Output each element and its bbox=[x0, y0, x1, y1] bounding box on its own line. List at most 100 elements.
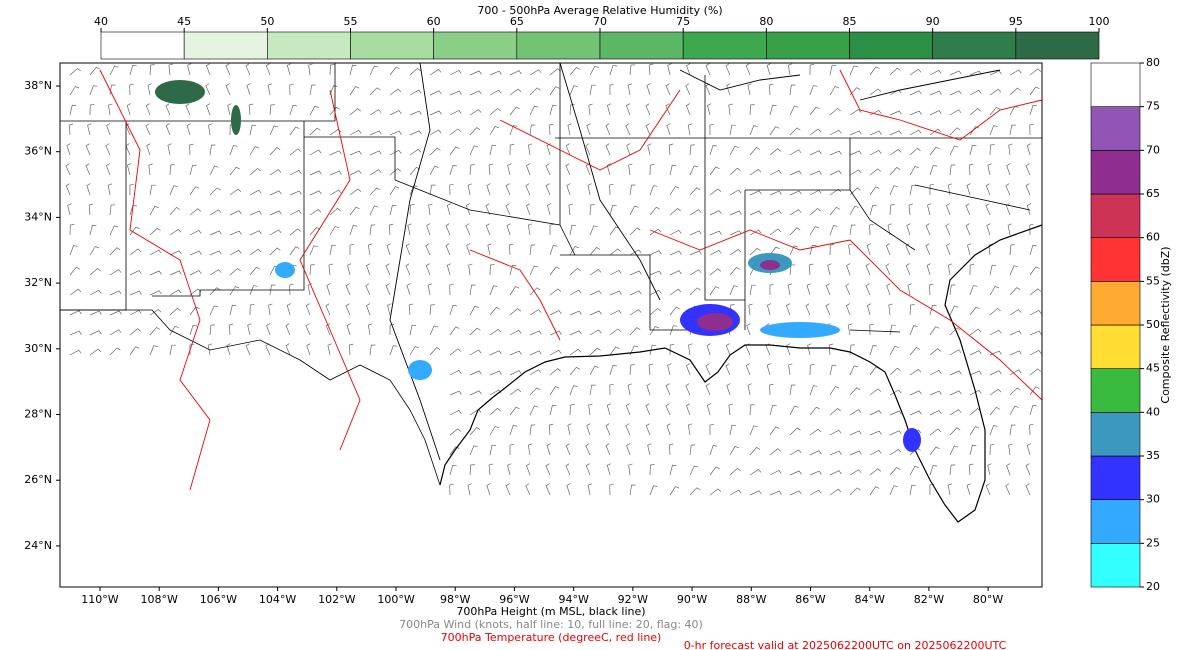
wind-barb bbox=[706, 403, 712, 416]
wind-barb bbox=[625, 403, 631, 416]
colorbar-tick-label: 75 bbox=[1146, 100, 1160, 113]
wind-barb bbox=[1009, 87, 1021, 96]
wind-barb bbox=[389, 324, 395, 336]
wind-barb bbox=[209, 144, 216, 156]
wind-barb bbox=[129, 309, 142, 316]
wind-barb bbox=[946, 243, 951, 256]
wind-barb bbox=[689, 465, 699, 476]
temperature-contours bbox=[99, 69, 1043, 491]
wind-barb bbox=[769, 126, 780, 136]
wind-barb bbox=[529, 424, 536, 436]
wind-barb bbox=[129, 346, 140, 356]
wind-barb bbox=[849, 409, 862, 416]
wind-barb bbox=[245, 343, 251, 356]
wind-barb bbox=[569, 310, 582, 316]
wind-barb bbox=[489, 350, 502, 356]
wind-barb bbox=[829, 129, 842, 136]
wind-barb bbox=[549, 68, 561, 76]
wind-barb bbox=[89, 330, 102, 336]
wind-barb bbox=[885, 243, 891, 256]
wind-barb bbox=[629, 249, 642, 256]
wind-barb bbox=[265, 63, 271, 76]
wind-barb bbox=[949, 464, 956, 476]
wind-barb bbox=[989, 285, 1000, 296]
wind-barb bbox=[849, 487, 861, 496]
wind-barb bbox=[929, 183, 934, 195]
wind-barb bbox=[609, 346, 620, 356]
wind-barb bbox=[588, 403, 593, 416]
wind-barb bbox=[889, 204, 895, 216]
wind-barb bbox=[229, 188, 242, 196]
wind-barb bbox=[589, 347, 601, 356]
wind-barb bbox=[709, 466, 720, 476]
wind-barb bbox=[486, 483, 491, 496]
wind-barb bbox=[969, 370, 982, 376]
wind-barb bbox=[446, 263, 452, 276]
wind-barb bbox=[969, 108, 981, 116]
wind-barb bbox=[569, 289, 582, 296]
wind-barb bbox=[508, 243, 514, 256]
wind-barb bbox=[445, 223, 451, 236]
wind-barb bbox=[409, 89, 422, 96]
wind-barb bbox=[369, 87, 381, 96]
wind-barb bbox=[789, 405, 799, 416]
wind-barb bbox=[589, 269, 602, 276]
wind-barb bbox=[1005, 203, 1011, 216]
wind-barb bbox=[1029, 86, 1040, 96]
wind-barb bbox=[1026, 143, 1032, 156]
wind-barb bbox=[449, 183, 454, 196]
wind-barb bbox=[186, 123, 191, 136]
wind-barb bbox=[309, 127, 321, 136]
wind-barb bbox=[449, 326, 460, 336]
wind-barb bbox=[969, 89, 982, 96]
colorbar-segment bbox=[1090, 281, 1141, 326]
wind-barb bbox=[869, 205, 877, 216]
wind-barb bbox=[989, 106, 1001, 116]
wind-barb bbox=[886, 283, 891, 296]
wind-barb bbox=[1029, 386, 1040, 396]
wind-barb bbox=[929, 446, 940, 456]
wind-barb bbox=[289, 170, 302, 176]
wind-barb bbox=[667, 363, 672, 376]
wind-barb bbox=[349, 129, 362, 136]
wind-barb bbox=[1009, 287, 1021, 296]
wind-barb bbox=[545, 163, 551, 176]
wind-barb bbox=[969, 285, 978, 296]
wind-barb bbox=[865, 283, 871, 296]
wind-barb bbox=[405, 263, 411, 276]
wind-barb bbox=[369, 65, 379, 76]
wind-barb bbox=[709, 268, 722, 276]
wind-barb bbox=[546, 143, 551, 156]
wind-barb bbox=[509, 443, 514, 455]
wind-barb bbox=[909, 346, 921, 356]
wind-barb bbox=[569, 404, 575, 416]
wind-barb bbox=[769, 405, 777, 416]
wind-barb bbox=[509, 308, 522, 316]
wind-barb bbox=[969, 264, 975, 276]
wind-barb bbox=[929, 348, 941, 356]
wind-barb bbox=[1029, 105, 1037, 116]
wind-barb bbox=[249, 230, 262, 236]
lon-tick-label: 88°W bbox=[736, 593, 766, 606]
wind-barb bbox=[729, 285, 738, 296]
wind-barb bbox=[109, 65, 119, 76]
wind-barb bbox=[989, 307, 1001, 316]
wind-barb bbox=[869, 345, 878, 356]
wind-barb bbox=[329, 189, 342, 196]
colorbar-segment bbox=[516, 31, 601, 60]
wind-barb bbox=[1029, 288, 1042, 296]
wind-barb bbox=[889, 185, 898, 196]
wind-barb bbox=[729, 167, 741, 176]
wind-barb bbox=[789, 149, 802, 156]
wind-barb bbox=[585, 163, 591, 176]
wind-barb bbox=[706, 103, 712, 116]
wind-barb bbox=[1009, 330, 1022, 336]
wind-barb bbox=[726, 383, 731, 396]
wind-barb bbox=[889, 485, 898, 496]
wind-barb bbox=[309, 170, 322, 176]
wind-barb bbox=[286, 63, 292, 76]
wind-barb bbox=[609, 248, 622, 256]
wind-barb bbox=[309, 245, 318, 256]
wind-barb bbox=[668, 143, 674, 156]
wind-barb bbox=[487, 243, 492, 256]
